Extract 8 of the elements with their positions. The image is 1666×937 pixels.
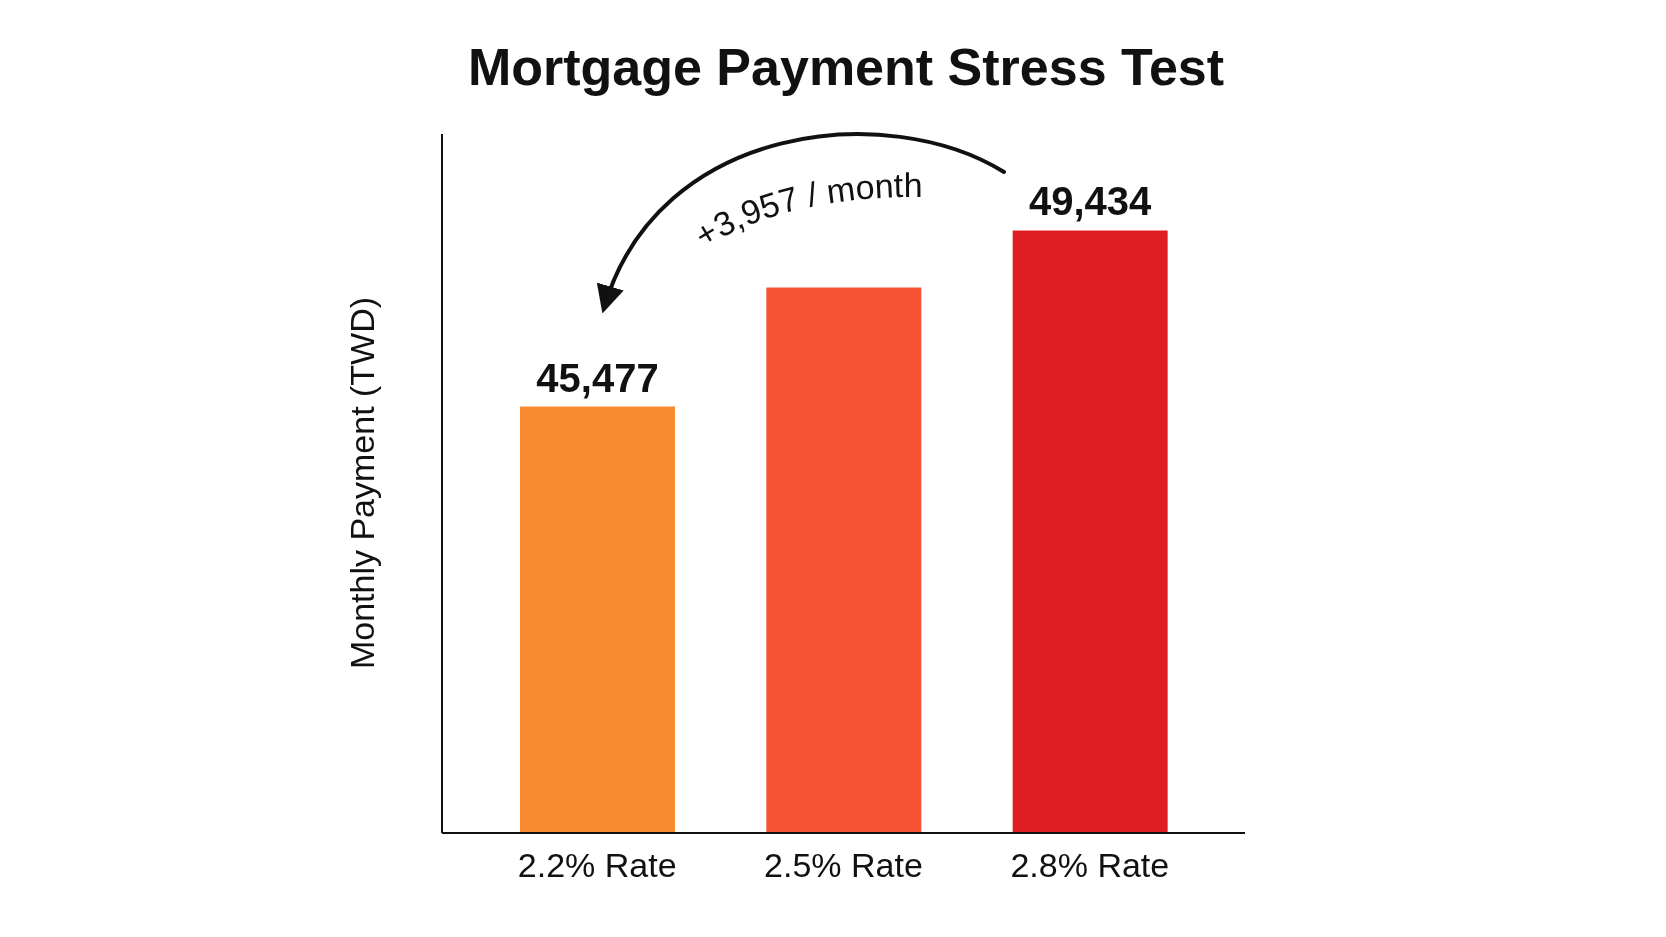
annotation: +3,957 / month (687, 165, 923, 255)
y-axis-title: Monthly Payment (TWD) (343, 296, 381, 670)
x-tick-label: 2.8% Rate (1010, 846, 1170, 884)
x-tick-label: 2.2% Rate (517, 846, 677, 884)
x-tick-label: 2.5% Rate (764, 846, 923, 884)
data-label: 45,477 (536, 355, 659, 400)
data-label: 49,434 (1028, 179, 1153, 224)
chart-title: Mortgage Payment Stress Test (467, 38, 1225, 96)
